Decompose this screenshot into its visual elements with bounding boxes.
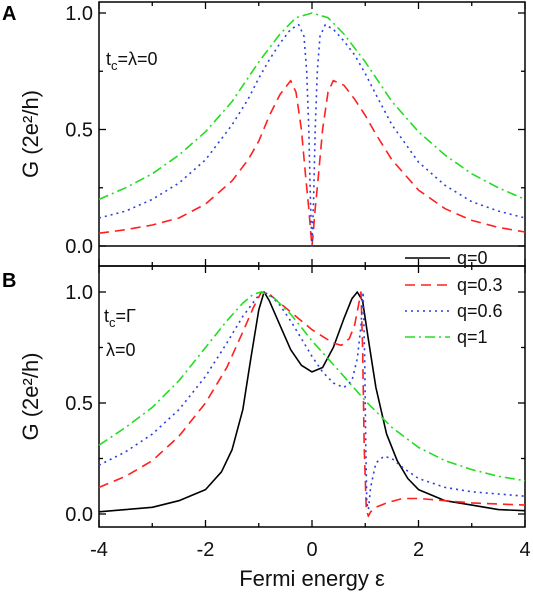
series-line-q-0-3 <box>98 291 526 517</box>
y-tick-label: 0.5 <box>65 393 93 415</box>
panel-b-annotation-coupling: tc=Γ <box>104 306 136 330</box>
x-tick-label: 4 <box>519 539 530 561</box>
x-tick-label: 0 <box>306 539 317 561</box>
y-tick-label: 0.0 <box>65 236 93 258</box>
panel-b-series <box>98 291 526 517</box>
series-line-q-1 <box>98 291 526 482</box>
legend-label: q=1 <box>457 327 488 347</box>
legend: q=0 q=0.3 q=0.6 q=1 <box>405 248 503 347</box>
panel-a-y-axis-label: G (2e²/h) <box>18 90 43 178</box>
panel-a-ticks: 0.0 0.5 1.0 <box>65 2 526 266</box>
series-line-q-0-6 <box>98 23 526 247</box>
y-tick-label: 0.0 <box>65 504 93 526</box>
panel-b-y-axis-label: G (2e²/h) <box>18 352 43 440</box>
panel-a-frame <box>98 1 526 267</box>
x-axis-label: Fermi energy ε <box>239 566 385 591</box>
series-line-q-0-6 <box>98 291 526 511</box>
x-tick-label: 2 <box>413 539 424 561</box>
y-tick-label: 1.0 <box>65 3 93 25</box>
panel-b-label: B <box>2 270 16 292</box>
panel-a-series <box>98 12 526 247</box>
x-tick-label: -2 <box>197 539 215 561</box>
panel-b: B -4 -2 0 2 4 0.0 0.5 1.0 G (2e²/h) Fermi energ… <box>2 248 531 591</box>
x-tick-label: -4 <box>90 539 108 561</box>
panel-a-annotation: tc=λ=0 <box>106 49 158 73</box>
series-line-q-1 <box>98 12 526 201</box>
panel-b-ticks: -4 -2 0 2 4 0.0 0.5 1.0 <box>65 266 531 561</box>
series-line-q-0 <box>98 291 526 513</box>
y-tick-label: 0.5 <box>65 120 93 142</box>
legend-label: q=0.6 <box>457 301 503 321</box>
series-line-q-0-3 <box>98 79 526 247</box>
panel-b-annotation-lambda: λ=0 <box>106 340 136 360</box>
panel-a: A 0.0 0.5 1.0 G (2e²/h) tc=λ=0 <box>2 1 526 267</box>
panel-a-label: A <box>2 3 16 25</box>
legend-label: q=0 <box>457 248 488 268</box>
legend-label: q=0.3 <box>457 275 503 295</box>
y-tick-label: 1.0 <box>65 282 93 304</box>
